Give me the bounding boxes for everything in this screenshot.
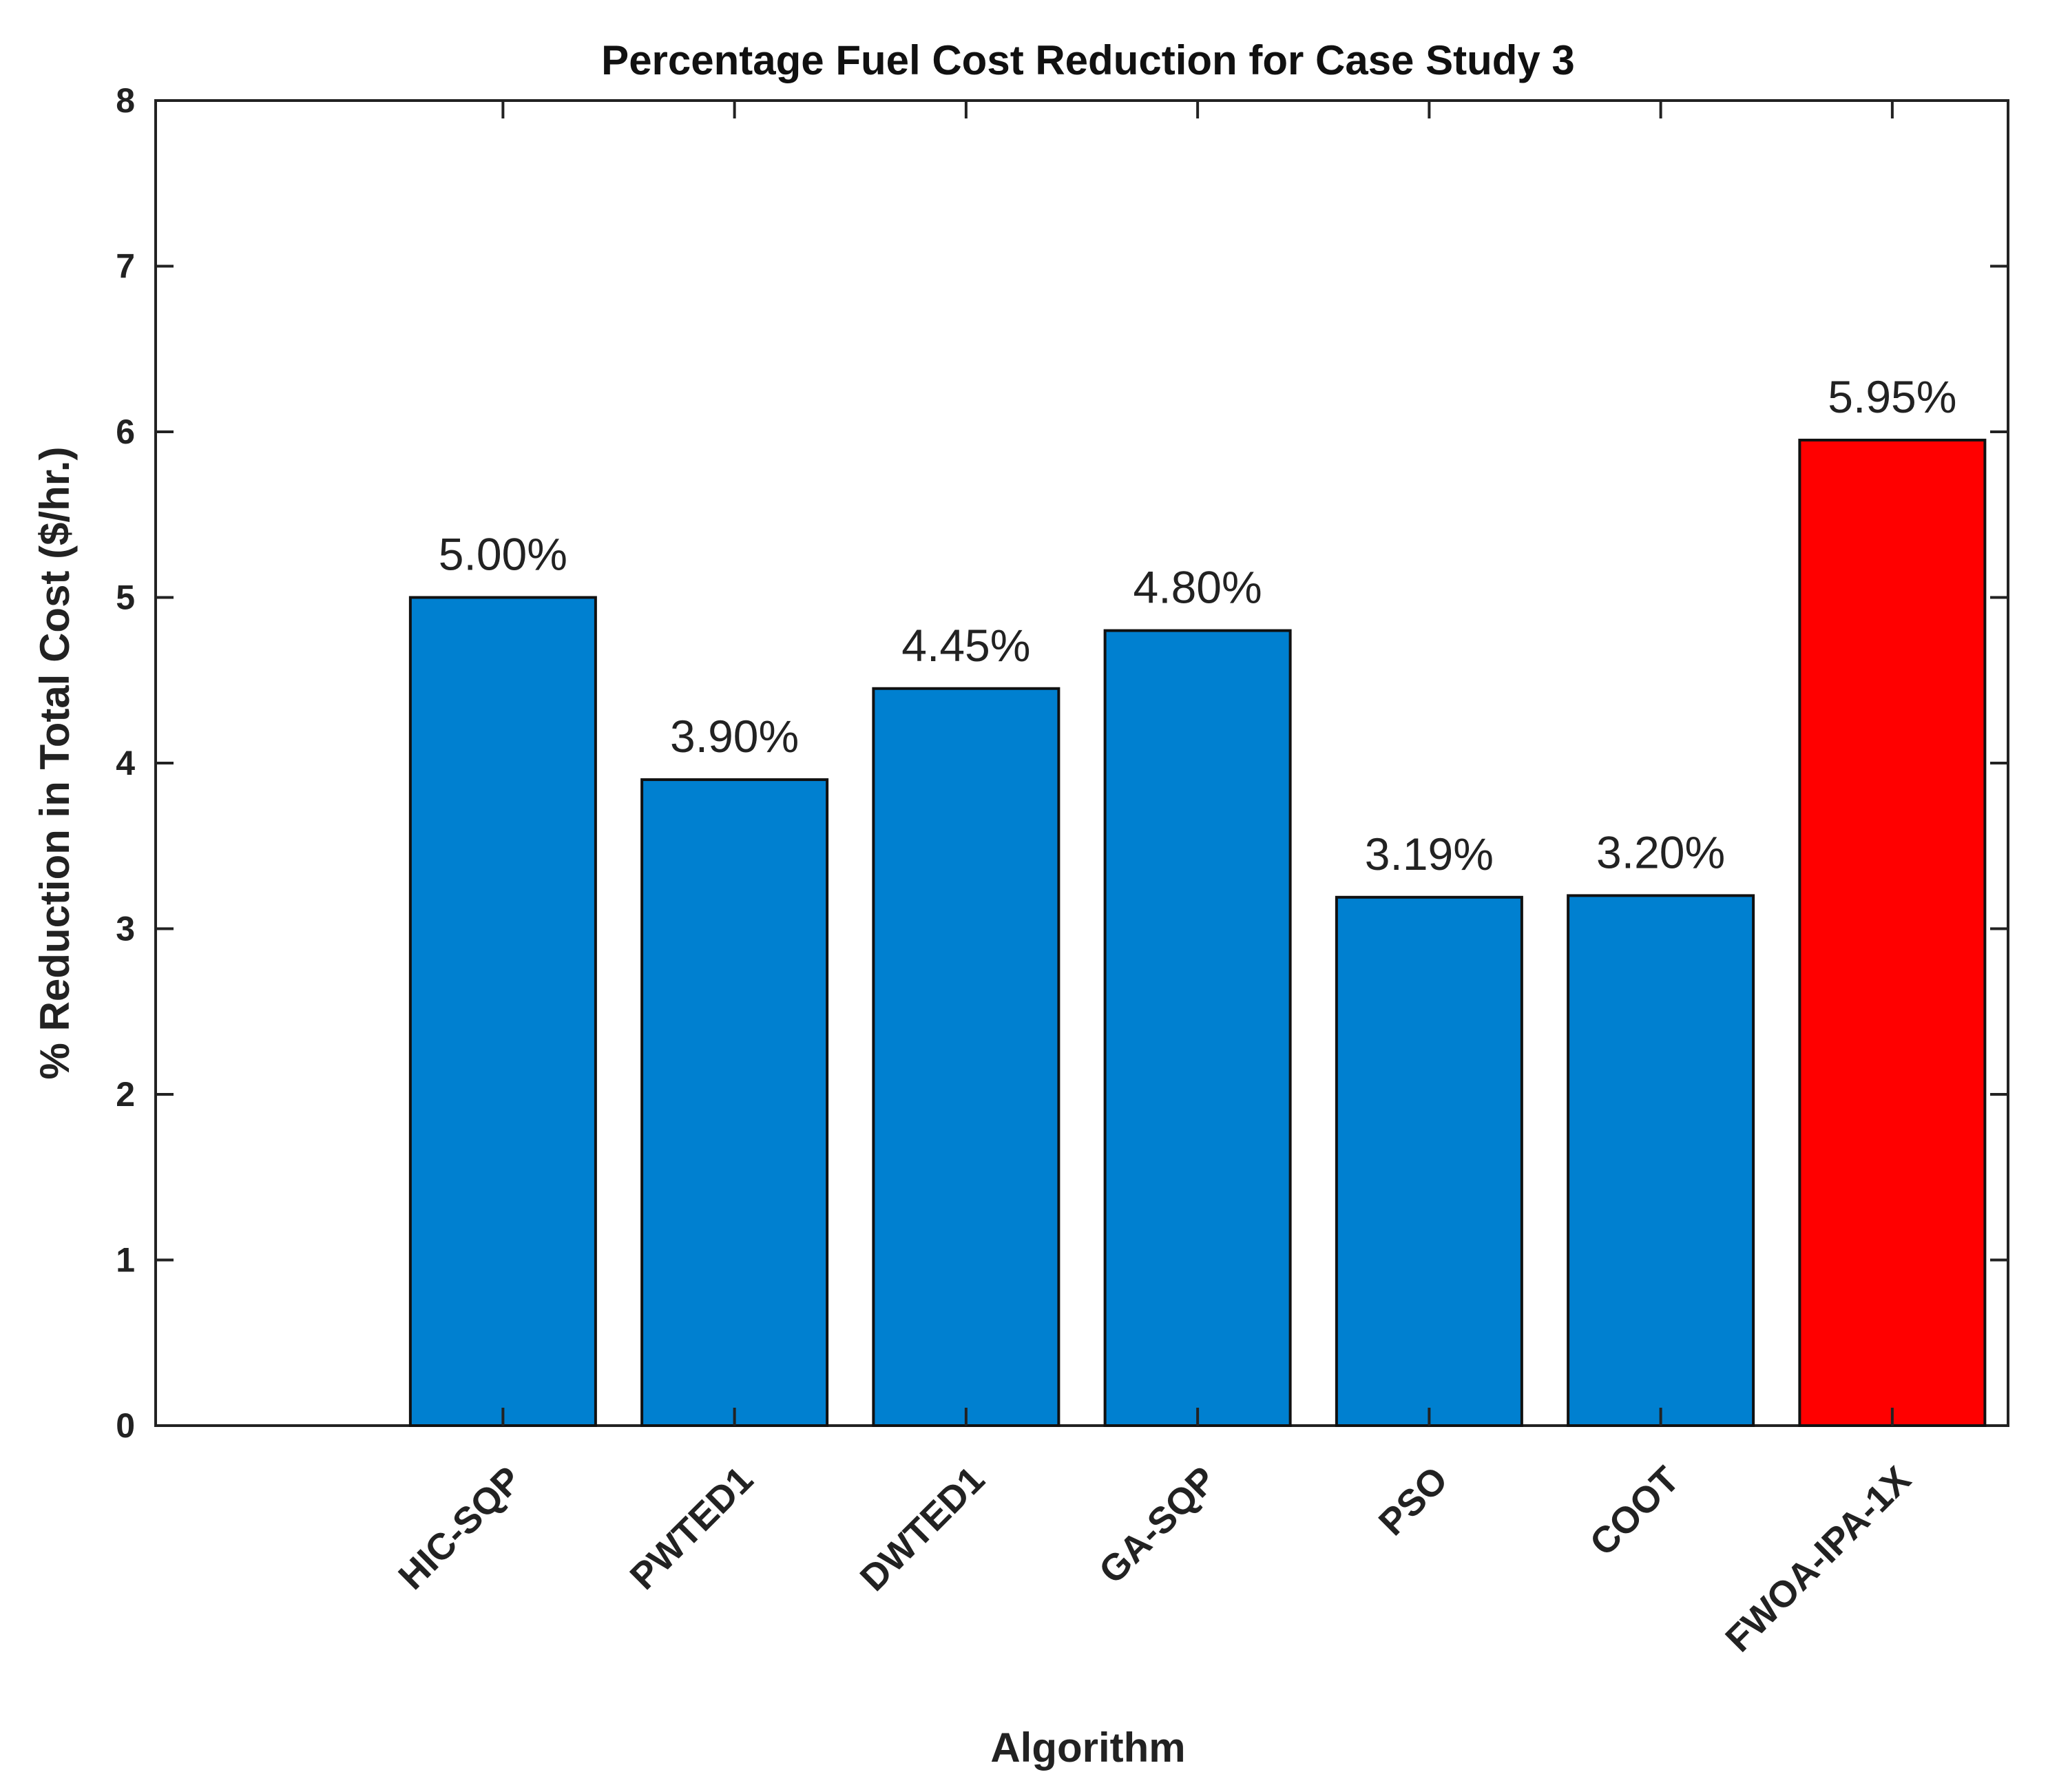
- x-tick-label: COOT: [1582, 1459, 1687, 1564]
- x-tick-label: PWTED1: [623, 1459, 762, 1598]
- bar-pso: [1335, 895, 1523, 1428]
- bar-pwted1: [640, 778, 829, 1428]
- y-tick-label: 1: [116, 1241, 135, 1280]
- y-tick-label: 6: [116, 413, 135, 451]
- y-tick-label: 5: [116, 579, 135, 617]
- data-label: 3.90%: [670, 711, 799, 762]
- x-tick-label: PSO: [1371, 1459, 1456, 1543]
- data-label: 3.20%: [1596, 826, 1725, 877]
- bar-hic-sqp: [408, 596, 597, 1427]
- bar-coot: [1567, 894, 1755, 1427]
- y-tick-label: 3: [116, 910, 135, 948]
- x-axis-label: Algorithm: [990, 1725, 1185, 1771]
- y-axis-label: % Reduction in Total Cost ($/hr.): [32, 447, 78, 1080]
- y-tick-label: 7: [116, 247, 135, 286]
- data-label: 5.95%: [1828, 371, 1956, 422]
- bar-dwted1: [872, 687, 1060, 1427]
- y-tick-label: 8: [116, 81, 135, 120]
- bar-series: 5.00% 3.90% 4.45% 4.80% 3.19% 3.20% 5.95%: [408, 371, 1987, 1428]
- data-label: 4.80%: [1133, 562, 1262, 613]
- x-tick-label: GA-SQP: [1091, 1459, 1224, 1592]
- y-tick-label: 4: [116, 744, 135, 782]
- x-tick-label: DWTED1: [853, 1459, 993, 1599]
- data-label: 3.19%: [1365, 829, 1494, 879]
- data-label: 4.45%: [901, 620, 1030, 671]
- bar-ga-sqp: [1103, 629, 1292, 1427]
- chart-title: Percentage Fuel Cost Reduction for Case …: [601, 37, 1575, 83]
- y-tick-label: 0: [116, 1406, 135, 1445]
- data-label: 5.00%: [439, 529, 567, 580]
- y-axis-ticks: 0 1 2 3 4 5 6 7 8: [116, 81, 2008, 1445]
- bar-fwoa-ipa-1x: [1798, 439, 1987, 1427]
- x-tick-label: HIC-SQP: [390, 1459, 530, 1598]
- y-tick-label: 2: [116, 1075, 135, 1114]
- x-tick-label: FWOA-IPA-1X: [1717, 1459, 1919, 1660]
